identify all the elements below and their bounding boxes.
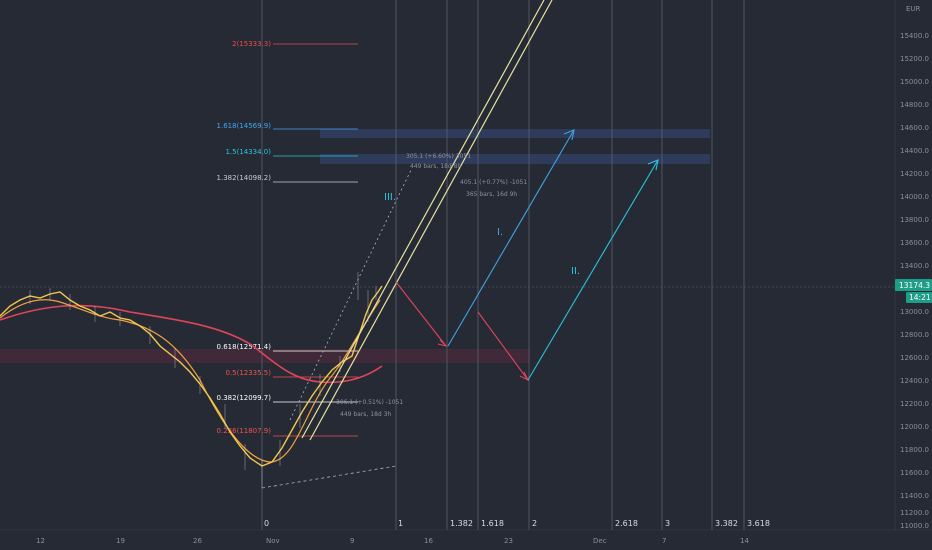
trend-channel [301,0,553,441]
y-tick: 14200.0 [900,170,929,178]
arrow-up-1 [447,129,575,347]
fib-label: 0.618(12571.4) [217,343,272,351]
x-tick: 9 [350,537,354,545]
y-tick: 12800.0 [900,331,929,339]
wave-labels: III. I. II. [384,192,580,277]
arrow-down-1 [395,281,447,347]
y-tick: 13800.0 [900,216,929,224]
x-tick: 23 [504,537,513,545]
x-tick: 7 [662,537,666,545]
wave-label-ii: II. [571,266,580,277]
ma-red-line [0,304,383,384]
y-tick: 14400.0 [900,147,929,155]
measure-text: 305.1 (+6.60%) 3051 [406,153,471,160]
y-tick: 11200.0 [900,509,929,517]
x-tick: Dec [593,537,607,545]
y-tick: 13000.0 [900,308,929,316]
fib-label: 1.618(14569.9) [217,122,272,130]
price-axis[interactable]: EUR 15400.0 15200.0 15000.0 14800.0 1460… [894,0,929,530]
time-fib-label: 2.618 [615,519,638,528]
time-fib-label: 2 [532,519,537,528]
y-tick: 11400.0 [900,492,929,500]
time-fib-label: 3.382 [715,519,738,528]
measure-text: 449 bars, 18d 3h [340,411,391,418]
arrow-head [437,339,448,348]
x-tick: 16 [424,537,433,545]
time-fib-label: 1.618 [481,519,504,528]
base-trendline [261,465,397,489]
wave-label-iii: III. [384,192,396,203]
fib-label: 0.236(11807.9) [217,427,272,435]
time-fib-label: 1.382 [450,519,473,528]
projection-arrows [395,129,659,382]
time-fib-labels: 0 1 1.382 1.618 2 2.618 3 3.382 3.618 [264,519,770,528]
arrow-head [647,159,659,171]
wave-label-i: I. [497,227,503,238]
x-tick: 26 [193,537,202,545]
countdown-bg [906,292,932,303]
x-tick: 19 [116,537,125,545]
fib-label: 1.382(14098.2) [217,174,272,182]
x-tick: Nov [266,537,280,545]
y-tick: 11600.0 [900,469,929,477]
y-tick: 15000.0 [900,78,929,86]
time-fib-lines [261,0,745,530]
y-tick: 14000.0 [900,193,929,201]
y-tick: 12400.0 [900,377,929,385]
channel-line [301,0,545,439]
y-tick: 12000.0 [900,423,929,431]
y-tick: 12200.0 [900,400,929,408]
measure-text: 405.1 (+0.77%) -1051 [460,179,527,186]
x-tick: 12 [36,537,45,545]
price-badge-bg [895,279,932,291]
arrow-up-2 [527,159,659,381]
projection-line [289,167,413,421]
measure-text: 449 bars, 18d 8h [410,163,461,170]
channel-line [309,0,553,441]
y-tick: 13600.0 [900,239,929,247]
fib-label: 0.5(12335.5) [225,369,271,377]
y-tick: 11800.0 [900,446,929,454]
measure-text: 365 bars, 16d 9h [466,191,517,198]
last-price-value: 13174.3 [899,281,930,290]
y-tick: 14600.0 [900,124,929,132]
fib-label: 1.5(14334.0) [225,148,271,156]
fib-label: 2(15333.3) [232,40,271,48]
time-fib-label: 3.618 [747,519,770,528]
arrow-down-2 [477,311,529,381]
y-tick: 13400.0 [900,262,929,270]
target-zone-1 [320,129,710,138]
y-tick: 11000.0 [900,522,929,530]
fib-label: 0.382(12099.7) [217,394,272,402]
y-tick: 14800.0 [900,101,929,109]
last-price-badge: 13174.3 14:21 [895,279,932,303]
time-fib-label: 3 [665,519,670,528]
time-axis[interactable]: 12 19 26 Nov 9 16 23 Dec 7 14 [0,529,932,545]
arrow-head [563,129,575,141]
time-fib-label: 1 [398,519,403,528]
time-fib-label: 0 [264,519,269,528]
countdown-value: 14:21 [909,293,931,302]
x-tick: 14 [740,537,749,545]
price-candles [29,272,377,488]
y-tick: 15200.0 [900,55,929,63]
y-tick: 15400.0 [900,32,929,40]
target-zone-2 [320,154,710,164]
measure-text: 306.1 (+0.51%) -1051 [336,399,403,406]
measure-annotations: 305.1 (+6.60%) 3051 449 bars, 18d 8h 405… [336,153,527,418]
y-tick: 12600.0 [900,354,929,362]
currency-label: EUR [906,5,921,13]
